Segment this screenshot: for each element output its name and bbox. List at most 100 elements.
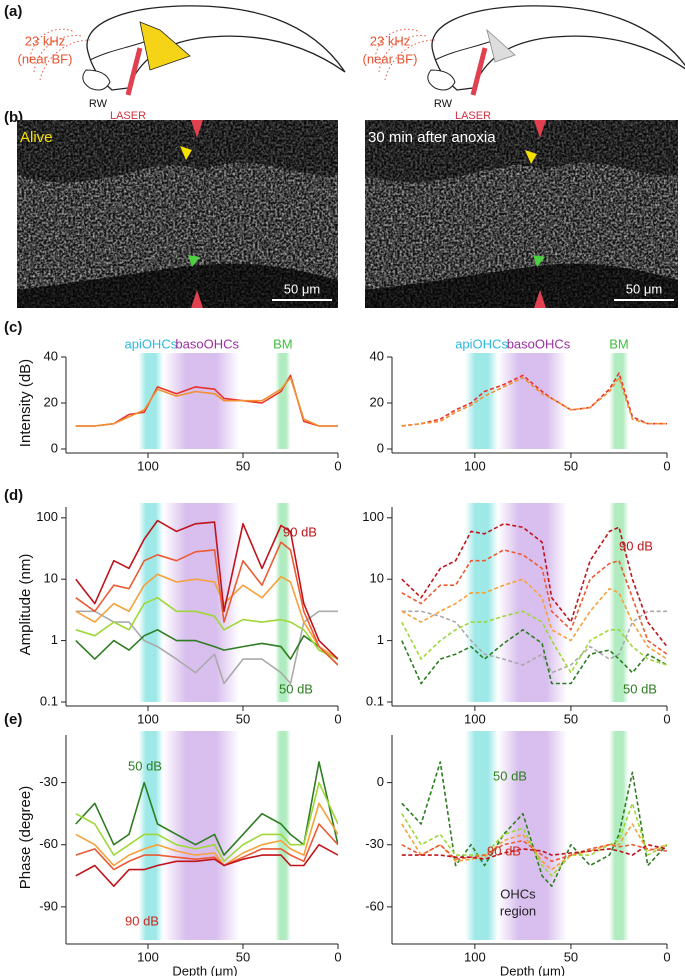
data-line <box>75 519 338 660</box>
region-label: basoOHCs <box>175 336 239 351</box>
laser-label: LASER <box>110 110 146 122</box>
y-tick-label: 1 <box>51 632 58 647</box>
annotation: region <box>500 903 536 918</box>
data-line <box>401 578 667 660</box>
scale-bar-label: 50 μm <box>626 281 662 296</box>
x-tick-label: 0 <box>663 458 670 473</box>
data-line <box>75 629 338 666</box>
region-label: apiOHCs <box>455 336 508 351</box>
data-line <box>401 839 667 863</box>
x-tick-label: 50 <box>236 711 250 726</box>
panel-label: (d) <box>4 487 23 504</box>
region-band <box>497 731 568 940</box>
region-band <box>465 503 498 702</box>
region-band <box>163 731 240 940</box>
stimulus-label: 23 kHz <box>370 33 410 48</box>
image-label: Alive <box>20 129 53 146</box>
data-line <box>75 823 338 871</box>
cochlea-diagram: 23 kHz (near BF) RW LASER <box>18 5 346 122</box>
scale-bar-label: 50 μm <box>284 281 320 296</box>
data-line <box>75 843 338 887</box>
y-tick-label: 20 <box>370 394 384 409</box>
x-tick-label: 50 <box>564 711 578 726</box>
data-line <box>75 610 338 685</box>
data-line <box>75 376 338 427</box>
annotation: 50 dB <box>493 768 527 783</box>
region-band <box>163 503 240 702</box>
data-line <box>401 610 667 674</box>
annotation: 90 dB <box>487 843 521 858</box>
y-tick-label: -60 <box>39 836 58 851</box>
data-line <box>401 843 667 860</box>
y-tick-label: 100 <box>362 509 384 524</box>
x-tick-label: 50 <box>236 458 250 473</box>
panel-label: (c) <box>4 319 22 336</box>
x-tick-label: 100 <box>464 458 486 473</box>
y-tick-label: 40 <box>370 348 384 363</box>
y-tick-label: 1 <box>377 632 384 647</box>
rw-label: RW <box>89 98 108 110</box>
annotation: 90 dB <box>283 524 317 539</box>
annotation: 50 dB <box>128 758 162 773</box>
x-tick-label: 0 <box>334 711 341 726</box>
data-line <box>75 596 338 660</box>
image-label: 30 min after anoxia <box>368 129 496 146</box>
data-line <box>401 523 667 648</box>
region-band <box>275 503 291 702</box>
oct-image: Alive 50 μm <box>17 120 338 308</box>
y-tick-label: 10 <box>44 571 58 586</box>
y-tick-label: 40 <box>44 348 58 363</box>
y-tick-label: -30 <box>39 774 58 789</box>
x-axis-label: Depth (μm) <box>500 963 565 976</box>
x-tick-label: 50 <box>236 949 250 964</box>
x-tick-label: 100 <box>464 711 486 726</box>
y-tick-label: 0.1 <box>366 693 384 708</box>
y-axis-label: Phase (degree) <box>17 786 34 889</box>
data-line <box>75 761 338 856</box>
x-tick-label: 0 <box>663 949 670 964</box>
data-line <box>75 781 338 863</box>
region-band <box>609 503 629 702</box>
y-axis-label: Amplitude (nm) <box>17 554 34 656</box>
region-band <box>465 353 498 449</box>
y-axis-label: Intensity (dB) <box>17 359 34 447</box>
panel-label: (a) <box>4 3 22 20</box>
region-band <box>609 353 629 449</box>
x-tick-label: 0 <box>334 458 341 473</box>
annotation: OHCs <box>500 886 536 901</box>
data-line <box>401 372 667 427</box>
data-line <box>75 573 338 660</box>
x-tick-label: 50 <box>564 949 578 964</box>
region-label: BM <box>273 336 293 351</box>
data-line <box>75 802 338 867</box>
region-band <box>275 353 291 449</box>
annotation: 90 dB <box>619 538 653 553</box>
data-line <box>401 629 667 685</box>
region-label: basoOHCs <box>507 336 571 351</box>
x-tick-label: 100 <box>464 949 486 964</box>
region-band <box>465 731 498 940</box>
y-tick-label: -90 <box>39 898 58 913</box>
laser-label: LASER <box>455 110 491 122</box>
x-tick-label: 100 <box>137 458 159 473</box>
y-tick-label: 100 <box>36 509 58 524</box>
y-tick-label: 0 <box>377 440 384 455</box>
stimulus-label: (near BF) <box>363 51 418 66</box>
data-line <box>401 549 667 655</box>
region-label: apiOHCs <box>124 336 177 351</box>
x-tick-label: 0 <box>334 949 341 964</box>
annotation: 90 dB <box>125 913 159 928</box>
data-line <box>401 610 667 674</box>
y-tick-label: -60 <box>365 898 384 913</box>
y-tick-label: 10 <box>370 571 384 586</box>
annotation: 50 dB <box>623 681 657 696</box>
x-tick-label: 0 <box>663 711 670 726</box>
y-tick-label: 0 <box>377 774 384 789</box>
y-tick-label: 20 <box>44 394 58 409</box>
data-line <box>401 376 667 427</box>
x-axis-label: Depth (μm) <box>172 963 237 976</box>
data-line <box>401 802 667 877</box>
data-line <box>401 761 667 887</box>
